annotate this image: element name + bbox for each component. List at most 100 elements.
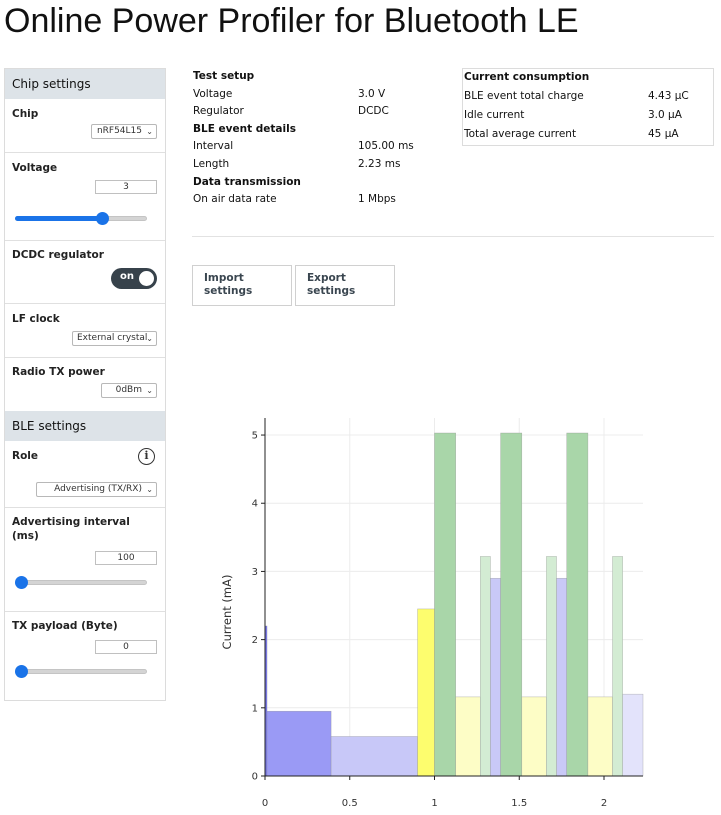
current-chart: 0 1 2 3 4 5 0 0.5 1 1.5 2 Current (mA) xyxy=(220,418,644,809)
chart-bar xyxy=(556,577,567,777)
chart-bar xyxy=(480,556,491,777)
export-line1: Export xyxy=(307,272,346,284)
current-consumption-box: Current consumption BLE event total char… xyxy=(462,68,714,146)
dcdc-toggle[interactable]: on xyxy=(111,268,157,289)
chart-bar xyxy=(455,696,481,777)
slider-track xyxy=(15,669,147,674)
tx-power-select[interactable]: 0dBm ⌄ xyxy=(101,383,157,398)
voltage-label: Voltage xyxy=(12,162,58,174)
ble-settings-header: BLE settings xyxy=(5,411,165,441)
export-line2: settings xyxy=(307,285,356,297)
chip-select-value: nRF54L15 xyxy=(96,126,142,136)
slider-thumb[interactable] xyxy=(15,665,28,678)
voltage-slider[interactable] xyxy=(15,212,147,225)
lf-clock-label: LF clock xyxy=(12,313,60,325)
lf-clock-select-value: External crystal xyxy=(77,333,148,343)
divider xyxy=(192,236,714,237)
chart-bar xyxy=(587,696,613,777)
rate-key: On air data rate xyxy=(193,193,277,205)
import-line2: settings xyxy=(204,285,253,297)
voltage-setting: Voltage 3 xyxy=(5,153,165,241)
regulator-value: DCDC xyxy=(358,105,389,117)
slider-thumb[interactable] xyxy=(15,576,28,589)
role-setting: Role i Advertising (TX/RX) ⌄ xyxy=(5,441,165,508)
voltage-value: 3.0 V xyxy=(358,88,386,100)
chart-bar xyxy=(612,556,623,777)
chevron-down-icon: ⌄ xyxy=(146,386,153,395)
role-select-value: Advertising (TX/RX) xyxy=(54,484,142,494)
import-settings-button[interactable]: Import settings xyxy=(192,265,292,306)
average-value: 45 µA xyxy=(648,128,679,140)
chart-bar xyxy=(566,432,589,777)
dcdc-setting: DCDC regulator on xyxy=(5,241,165,304)
import-line1: Import xyxy=(204,272,244,284)
tx-payload-input[interactable]: 0 xyxy=(95,640,157,654)
y-tick-label: 5 xyxy=(252,431,258,442)
charge-key: BLE event total charge xyxy=(464,90,584,102)
charge-value: 4.43 µC xyxy=(648,90,689,102)
chart-bar xyxy=(500,432,523,777)
chart-bar xyxy=(266,710,332,777)
page-title: Online Power Profiler for Bluetooth LE xyxy=(4,2,579,40)
length-value: 2.23 ms xyxy=(358,158,401,170)
idle-value: 3.0 µA xyxy=(648,109,682,121)
y-tick-label: 3 xyxy=(252,567,258,578)
test-setup-header: Test setup xyxy=(193,70,255,82)
lf-clock-select[interactable]: External crystal ⌄ xyxy=(72,331,157,346)
average-key: Total average current xyxy=(464,128,577,140)
y-tick-label: 1 xyxy=(252,703,258,714)
export-settings-button[interactable]: Export settings xyxy=(295,265,395,306)
x-tick-label: 1.5 xyxy=(511,798,527,809)
rate-value: 1 Mbps xyxy=(358,193,396,205)
adv-interval-label: Advertising interval (ms) xyxy=(12,515,130,543)
tx-power-select-value: 0dBm xyxy=(115,385,142,395)
ble-event-header: BLE event details xyxy=(193,123,296,135)
tx-payload-setting: TX payload (Byte) 0 xyxy=(5,612,165,692)
tx-payload-label: TX payload (Byte) xyxy=(12,620,118,632)
data-transmission-header: Data transmission xyxy=(193,176,301,188)
role-select[interactable]: Advertising (TX/RX) ⌄ xyxy=(36,482,157,497)
voltage-input[interactable]: 3 xyxy=(95,180,157,194)
toggle-knob xyxy=(139,271,154,286)
lf-clock-setting: LF clock External crystal ⌄ xyxy=(5,304,165,358)
chip-setting: Chip nRF54L15 ⌄ xyxy=(5,99,165,153)
y-tick-label: 4 xyxy=(252,499,258,510)
y-axis-label: Current (mA) xyxy=(220,575,234,650)
interval-key: Interval xyxy=(193,140,234,152)
chart-bar xyxy=(434,432,456,777)
adv-interval-input[interactable]: 100 xyxy=(95,551,157,565)
chart-bar xyxy=(521,696,547,777)
current-consumption-header: Current consumption xyxy=(464,71,590,83)
chart-bar xyxy=(622,693,644,777)
voltage-key: Voltage xyxy=(193,88,233,100)
adv-interval-setting: Advertising interval (ms) 100 xyxy=(5,508,165,612)
settings-sidebar: Chip settings Chip nRF54L15 ⌄ Voltage 3 … xyxy=(4,68,166,701)
chevron-down-icon: ⌄ xyxy=(146,334,153,343)
dcdc-label: DCDC regulator xyxy=(12,249,104,261)
x-tick-label: 2 xyxy=(601,798,607,809)
chip-settings-header: Chip settings xyxy=(5,69,165,99)
info-icon[interactable]: i xyxy=(138,448,155,465)
adv-interval-slider[interactable] xyxy=(15,576,147,589)
chevron-down-icon: ⌄ xyxy=(146,485,153,494)
chart-bar xyxy=(490,577,501,777)
toggle-state: on xyxy=(120,271,134,282)
role-label: Role xyxy=(12,450,39,462)
adv-interval-label-line2: (ms) xyxy=(12,530,39,542)
chart-bar xyxy=(546,556,557,777)
slider-thumb[interactable] xyxy=(96,212,110,225)
x-tick-label: 0.5 xyxy=(342,798,358,809)
slider-track xyxy=(15,580,147,585)
tx-power-setting: Radio TX power 0dBm ⌄ xyxy=(5,358,165,411)
tx-payload-slider[interactable] xyxy=(15,665,147,678)
regulator-key: Regulator xyxy=(193,105,244,117)
y-tick-label: 0 xyxy=(252,772,258,783)
slider-fill xyxy=(15,216,103,221)
chip-select[interactable]: nRF54L15 ⌄ xyxy=(91,124,157,139)
adv-interval-label-line1: Advertising interval xyxy=(12,516,130,528)
interval-value: 105.00 ms xyxy=(358,140,414,152)
chevron-down-icon: ⌄ xyxy=(146,127,153,136)
x-tick-label: 1 xyxy=(431,798,437,809)
y-tick-label: 2 xyxy=(252,635,258,646)
x-tick-label: 0 xyxy=(262,798,268,809)
